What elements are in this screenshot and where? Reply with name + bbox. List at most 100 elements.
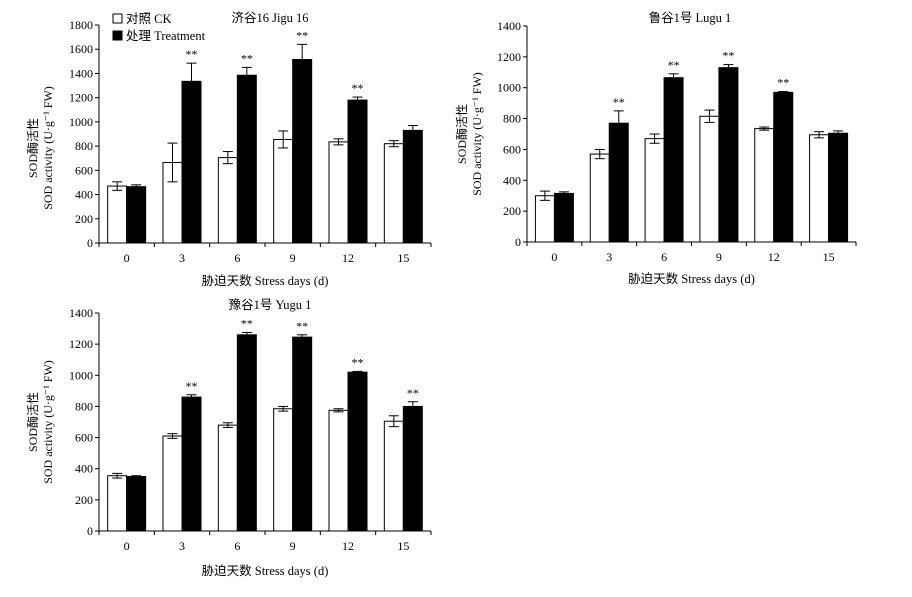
bar-ck	[589, 153, 610, 243]
significance-label: **	[186, 47, 198, 61]
y-tick-label: 1000	[69, 115, 93, 129]
x-tick-label: 6	[661, 250, 667, 264]
chart-jigu16: 济谷16 Jigu 16 SOD酶活性 SOD activity (U·g⁻¹ …	[25, 10, 432, 288]
bar-ck	[534, 195, 555, 243]
bar-treatment	[663, 77, 684, 243]
bar-ck	[644, 138, 665, 243]
significance-label: **	[613, 95, 625, 109]
bar-ck	[107, 475, 128, 532]
x-tick-label: 6	[234, 251, 240, 265]
y-tick-label: 0	[87, 236, 93, 250]
x-tick-label: 12	[768, 250, 780, 264]
x-axis-label: 胁迫天数 Stress days (d)	[202, 563, 329, 578]
y-tick-label: 0	[87, 524, 93, 538]
bar-treatment	[402, 405, 423, 532]
bar-treatment	[181, 80, 202, 244]
y-tick-label: 200	[75, 493, 93, 507]
bar-treatment	[292, 336, 313, 532]
y-tick-label: 200	[503, 204, 521, 218]
y-tick-label: 400	[75, 462, 93, 476]
x-tick-label: 3	[179, 251, 185, 265]
x-tick-label: 3	[606, 250, 612, 264]
y-tick-label: 1200	[497, 50, 521, 64]
y-tick-label: 1200	[69, 91, 93, 105]
bar-ck	[217, 424, 238, 532]
chart-yugu1: 豫谷1号 Yugu 1 SOD酶活性 SOD activity (U·g⁻¹ F…	[25, 298, 432, 578]
significance-label: **	[296, 28, 308, 42]
bar-treatment	[773, 91, 794, 243]
legend-label-treatment: 处理 Treatment	[126, 29, 206, 43]
legend-label-ck: 对照 CK	[126, 12, 172, 26]
y-tick-label: 0	[515, 235, 521, 249]
x-tick-label: 15	[823, 250, 835, 264]
y-axis-label-en: SOD activity (U·g⁻¹ FW)	[41, 360, 55, 484]
significance-label: **	[668, 58, 680, 72]
y-tick-label: 1800	[69, 18, 93, 32]
significance-label: **	[241, 316, 253, 330]
bar-treatment	[292, 59, 313, 244]
legend-swatch-treatment	[112, 30, 123, 41]
y-axis-label-en: SOD activity (U·g⁻¹ FW)	[470, 72, 484, 196]
y-tick-label: 800	[503, 112, 521, 126]
bar-ck	[107, 185, 128, 244]
significance-label: **	[407, 386, 419, 400]
x-tick-label: 15	[397, 251, 409, 265]
chart-lugu1: 鲁谷1号 Lugu 1 SOD酶活性 SOD activity (U·g⁻¹ F…	[454, 11, 857, 286]
bar-treatment	[236, 334, 257, 532]
y-tick-label: 1400	[69, 306, 93, 320]
bar-ck	[273, 138, 294, 244]
y-axis-label-en: SOD activity (U·g⁻¹ FW)	[41, 86, 55, 210]
x-tick-label: 9	[290, 539, 296, 553]
bar-treatment	[126, 476, 147, 532]
y-axis-label-cn: SOD酶活性	[25, 392, 40, 452]
y-tick-label: 600	[75, 431, 93, 445]
x-axis-label: 胁迫天数 Stress days (d)	[628, 271, 755, 286]
significance-label: **	[777, 76, 789, 90]
y-tick-label: 800	[75, 139, 93, 153]
bar-ck	[809, 134, 830, 243]
y-tick-label: 400	[503, 173, 521, 187]
y-axis-label-cn: SOD酶活性	[454, 104, 469, 164]
bar-ck	[273, 408, 294, 532]
bar-ck	[383, 420, 404, 532]
significance-label: **	[352, 355, 364, 369]
y-tick-label: 1200	[69, 337, 93, 351]
bar-treatment	[402, 129, 423, 244]
bar-ck	[328, 409, 349, 532]
bar-treatment	[181, 396, 202, 532]
y-tick-label: 200	[75, 212, 93, 226]
y-axis-label-cn: SOD酶活性	[25, 118, 40, 178]
bar-treatment	[608, 122, 629, 243]
chart-title: 济谷16 Jigu 16	[231, 10, 308, 25]
y-tick-label: 1400	[69, 66, 93, 80]
x-tick-label: 6	[234, 539, 240, 553]
x-tick-label: 9	[290, 251, 296, 265]
bar-ck	[217, 157, 238, 244]
legend: 对照 CK 处理 Treatment	[112, 12, 206, 43]
bar-treatment	[347, 371, 368, 532]
chart-title: 鲁谷1号 Lugu 1	[649, 11, 732, 25]
y-tick-label: 600	[503, 142, 521, 156]
bar-ck	[383, 143, 404, 244]
y-tick-label: 600	[75, 163, 93, 177]
bar-treatment	[828, 132, 849, 243]
significance-label: **	[241, 51, 253, 65]
bar-treatment	[126, 186, 147, 244]
y-tick-label: 800	[75, 399, 93, 413]
x-tick-label: 0	[124, 539, 130, 553]
bar-treatment	[347, 99, 368, 244]
y-tick-label: 1400	[497, 19, 521, 33]
bar-treatment	[553, 192, 574, 243]
legend-swatch-ck	[112, 13, 123, 24]
bar-ck	[754, 128, 775, 243]
x-tick-label: 12	[342, 539, 354, 553]
y-tick-label: 1000	[69, 368, 93, 382]
y-tick-label: 1000	[497, 81, 521, 95]
x-tick-label: 15	[397, 539, 409, 553]
y-tick-label: 1600	[69, 42, 93, 56]
significance-label: **	[186, 379, 198, 393]
x-tick-label: 12	[342, 251, 354, 265]
x-axis-label: 胁迫天数 Stress days (d)	[202, 273, 329, 288]
significance-label: **	[352, 81, 364, 95]
